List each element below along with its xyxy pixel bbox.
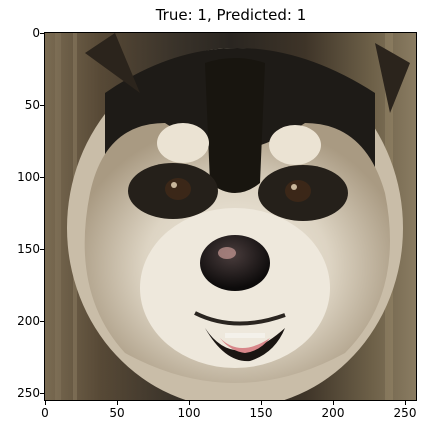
y-tick-mark: [40, 393, 44, 394]
x-tick-label: 150: [249, 406, 273, 420]
y-tick-mark: [40, 33, 44, 34]
x-tick-label: 250: [393, 406, 417, 420]
x-tick-label: 50: [109, 406, 125, 420]
x-tick-mark: [261, 401, 262, 405]
y-tick-label: 50: [24, 98, 40, 112]
y-tick-mark: [40, 249, 44, 250]
y-tick-label: 250: [17, 386, 40, 400]
x-tick-label: 200: [321, 406, 345, 420]
image-axes: [44, 32, 417, 401]
y-tick-mark: [40, 105, 44, 106]
x-tick-mark: [45, 401, 46, 405]
x-tick-label: 0: [41, 406, 49, 420]
y-tick-label: 0: [32, 26, 40, 40]
dog-photo: [45, 33, 416, 400]
y-tick-mark: [40, 321, 44, 322]
x-tick-mark: [189, 401, 190, 405]
y-tick-mark: [40, 177, 44, 178]
y-tick-label: 100: [17, 170, 40, 184]
plot-title: True: 1, Predicted: 1: [155, 6, 307, 24]
x-tick-mark: [405, 401, 406, 405]
y-tick-label: 150: [17, 242, 40, 256]
y-tick-label: 200: [17, 314, 40, 328]
x-tick-label: 100: [177, 406, 201, 420]
x-tick-mark: [117, 401, 118, 405]
x-tick-mark: [333, 401, 334, 405]
